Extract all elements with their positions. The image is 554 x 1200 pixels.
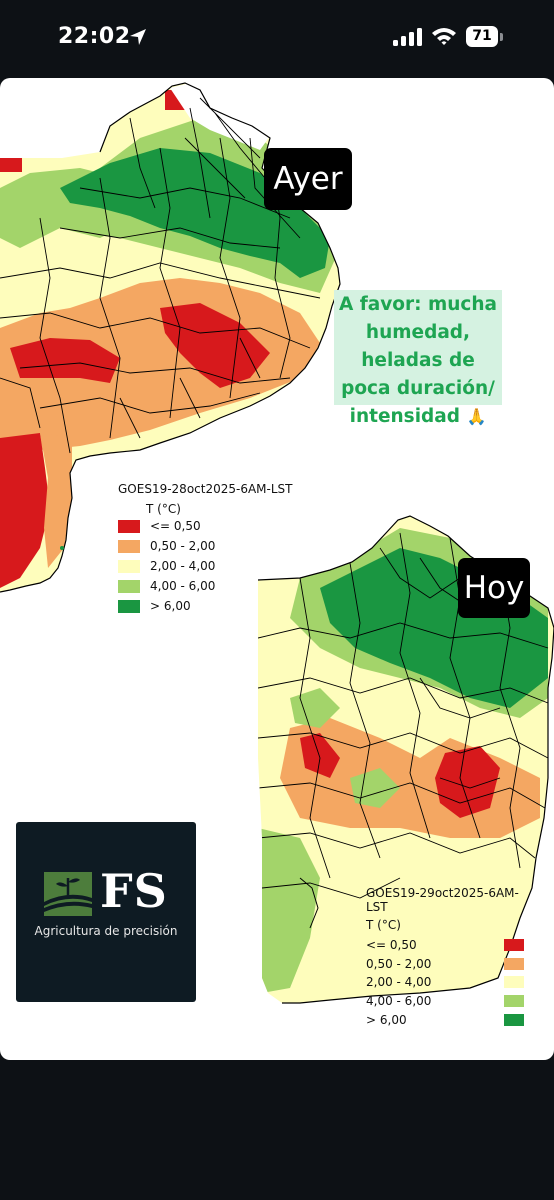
battery-icon: 71	[466, 26, 498, 47]
legend-unit: T (°C)	[366, 918, 401, 932]
legend-entry: 0,50 - 2,00	[366, 955, 536, 974]
legend-label: <= 0,50	[366, 938, 417, 952]
farm-field-icon	[44, 872, 92, 916]
legend-label: 0,50 - 2,00	[366, 956, 432, 971]
legend-entry: <= 0,50	[366, 936, 536, 955]
legend-swatch	[118, 539, 140, 553]
legend-label: 4,00 - 6,00	[366, 994, 432, 1009]
legend-swatch	[504, 976, 524, 989]
clock-time: 22:02	[58, 24, 131, 49]
legend-yesterday: GOES19-28oct2025-6AM-LST T (°C) <= 0,50 …	[118, 482, 318, 616]
post-image-card[interactable]: Ayer Hoy A favor: mucha humedad, heladas…	[0, 78, 554, 1060]
logo-tagline: Agricultura de precisión	[34, 924, 178, 938]
legend-entry: 2,00 - 4,00	[366, 973, 536, 992]
yesterday-label: Ayer	[264, 148, 352, 210]
praying-hands-emoji: 🙏	[466, 407, 487, 426]
legend-label: 4,00 - 6,00	[150, 579, 216, 593]
legend-entry: 0,50 - 2,00	[118, 536, 318, 556]
legend-unit: T (°C)	[146, 502, 181, 516]
legend-label: > 6,00	[366, 1012, 407, 1027]
legend-swatch	[504, 995, 524, 1008]
wifi-icon	[432, 28, 456, 45]
legend-swatch	[118, 519, 140, 533]
status-bar: 22:02 71	[0, 0, 554, 72]
legend-swatch	[118, 559, 140, 573]
legend-entry: 2,00 - 4,00	[118, 556, 318, 576]
favor-note-line-4: intensidad	[349, 406, 461, 427]
signal-icon	[393, 28, 422, 46]
favor-note-line-3: poca duración/	[341, 378, 495, 399]
today-label: Hoy	[458, 558, 530, 618]
location-arrow-icon	[130, 29, 146, 45]
legend-today: GOES19-29oct2025-6AM-LST T (°C) <= 0,50 …	[366, 886, 536, 1029]
legend-entry: > 6,00	[366, 1011, 536, 1030]
legend-title: GOES19-28oct2025-6AM-LST	[118, 482, 293, 496]
legend-label: 0,50 - 2,00	[150, 539, 216, 553]
fs-logo: FS Agricultura de precisión	[16, 822, 196, 1002]
favor-note-line-1: A favor: mucha	[338, 294, 498, 315]
favor-note: A favor: mucha humedad, heladas de poca …	[334, 290, 502, 427]
legend-label: 2,00 - 4,00	[150, 559, 216, 573]
legend-swatch	[118, 599, 140, 613]
logo-letters: FS	[100, 864, 168, 918]
legend-entry: <= 0,50	[118, 516, 318, 536]
battery-tip	[500, 33, 503, 41]
legend-entry: 4,00 - 6,00	[366, 992, 536, 1011]
legend-swatch	[504, 1013, 524, 1026]
legend-entry: > 6,00	[118, 596, 318, 616]
legend-swatch	[118, 579, 140, 593]
favor-note-line-2: humedad, heladas de	[361, 322, 475, 371]
legend-swatch	[504, 957, 524, 970]
legend-label: <= 0,50	[150, 519, 201, 533]
legend-label: > 6,00	[150, 599, 191, 613]
legend-entry: 4,00 - 6,00	[118, 576, 318, 596]
legend-title: GOES19-29oct2025-6AM-LST	[366, 886, 519, 914]
legend-swatch	[504, 939, 524, 951]
legend-label: 2,00 - 4,00	[366, 975, 432, 990]
